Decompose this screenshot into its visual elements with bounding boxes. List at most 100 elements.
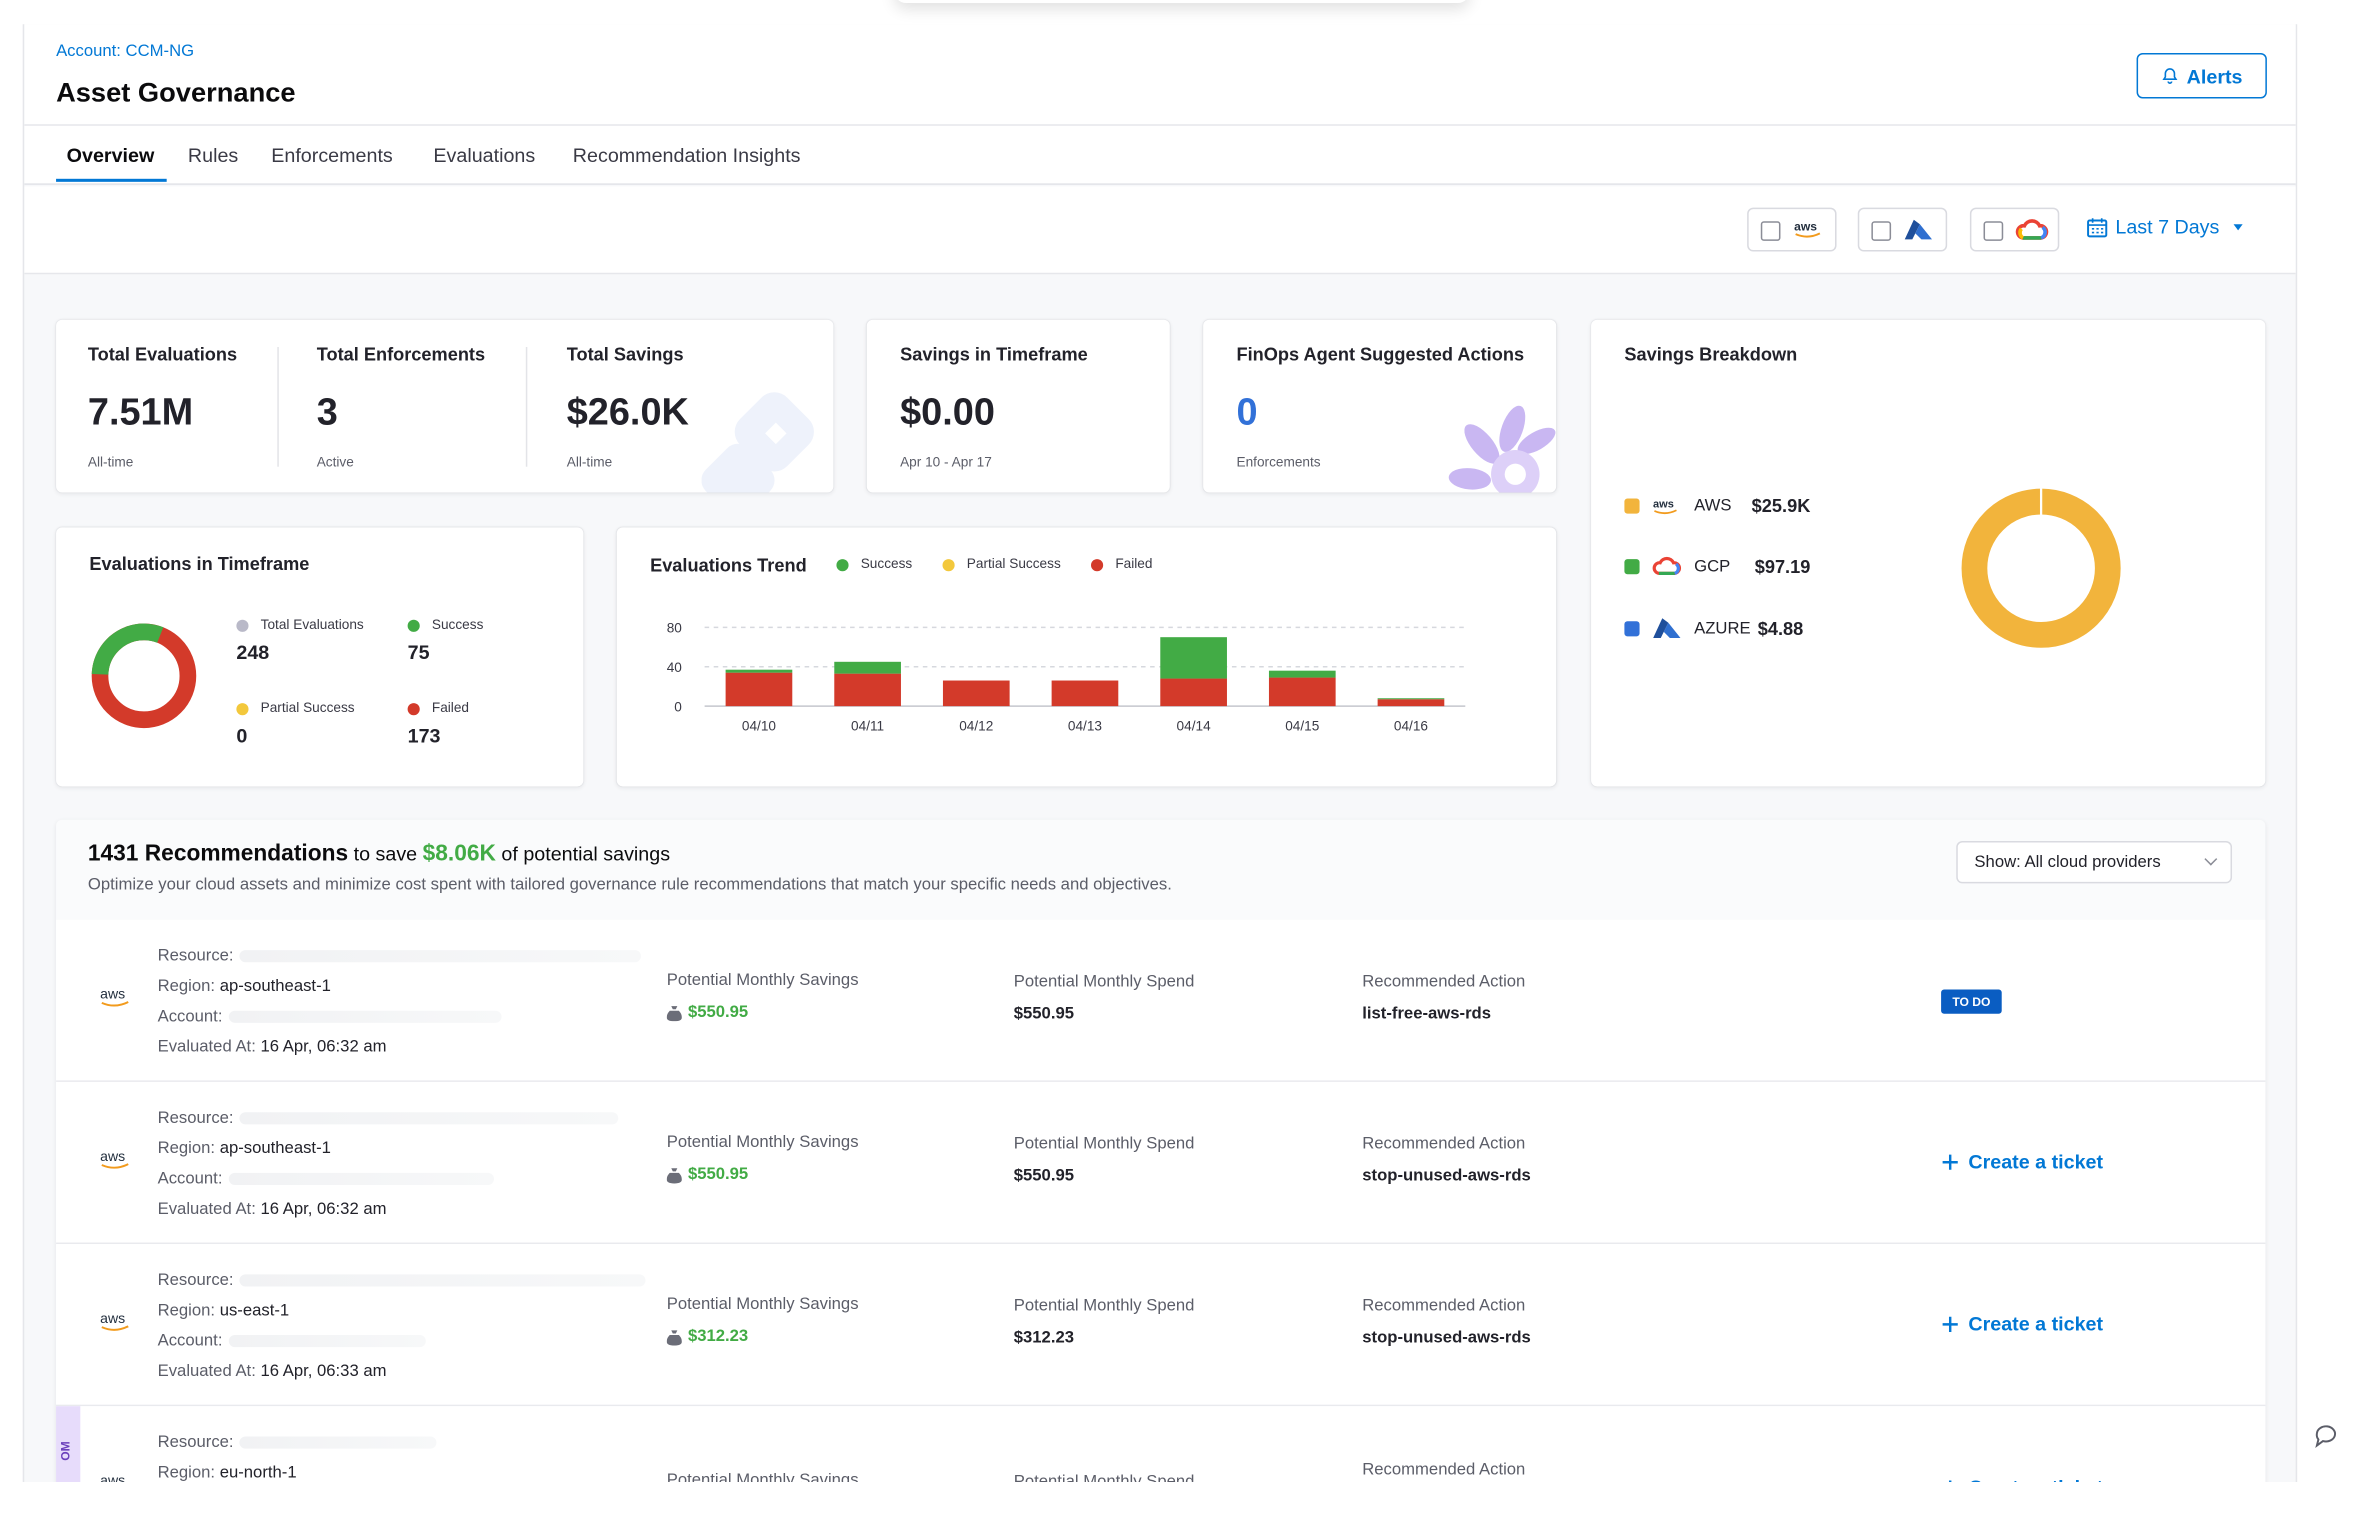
success-dot — [407, 619, 420, 632]
breakdown-item-aws: aws AWS $25.9K — [1624, 496, 1810, 517]
svg-text:aws: aws — [100, 1148, 125, 1164]
redacted-value — [239, 950, 642, 963]
azure-logo-icon — [1904, 219, 1933, 240]
recommendation-row[interactable]: aws Resource: Region: us-east-1 Account: Eva… — [56, 1244, 2266, 1407]
page-header: Account: CCM-NG Asset Governance Alerts … — [24, 24, 2296, 185]
account-breadcrumb[interactable]: Account: CCM-NG — [56, 42, 195, 61]
action-column: Recommended Action — [1362, 1461, 1525, 1479]
bar-failed[interactable] — [834, 673, 901, 707]
bar-failed[interactable] — [1268, 677, 1336, 707]
partial-label: Partial Success — [260, 700, 355, 716]
tab-rules[interactable]: Rules — [187, 143, 239, 167]
gcp-logo-icon — [1652, 556, 1682, 575]
finops-label: FinOps Agent Suggested Actions — [1236, 343, 1525, 366]
watermark-decoration-icon — [701, 392, 814, 493]
totals-card: Total Evaluations 7.51M All-time Total E… — [56, 319, 834, 493]
svg-text:aws: aws — [1794, 219, 1817, 233]
filter-bar: aws Last 7 Days — [24, 186, 2296, 275]
aws-checkbox[interactable] — [1760, 221, 1781, 241]
aws-savings: $25.9K — [1751, 495, 1811, 517]
chevron-down-icon — [2204, 852, 2218, 866]
action-header: Recommended Action — [1362, 972, 1526, 992]
bar-failed[interactable] — [1051, 680, 1119, 707]
resource-line: Resource: — [158, 1265, 646, 1295]
bar-success[interactable] — [1160, 637, 1227, 679]
partial-dot — [236, 702, 249, 715]
aws-logo-icon: aws — [100, 986, 129, 1007]
bar-success[interactable] — [1268, 670, 1336, 678]
failed-value: 173 — [407, 724, 441, 748]
savings-column: Potential Monthly Savings $312.23 — [666, 1296, 859, 1346]
spend-header: Potential Monthly Spend — [1013, 972, 1195, 992]
svg-text:aws: aws — [100, 1310, 125, 1326]
gcp-filter[interactable] — [1969, 207, 2060, 252]
legend-success: Success — [836, 556, 912, 571]
evaluations-timeframe-card: Evaluations in Timeframe Total Evaluatio… — [56, 527, 584, 787]
alerts-button[interactable]: Alerts — [2136, 53, 2267, 99]
recommendation-row[interactable]: aws Resource: Region: ap-southeast-1 Accoun… — [56, 1081, 2266, 1245]
azure-logo-icon — [1653, 618, 1681, 638]
create-ticket-button[interactable]: Create a ticket — [1941, 1150, 2103, 1173]
azure-filter[interactable] — [1857, 207, 1948, 252]
bar-success[interactable] — [834, 661, 901, 674]
aws-filter[interactable]: aws — [1747, 207, 1837, 252]
chat-icon[interactable] — [2311, 1421, 2341, 1451]
spend-column: Potential Monthly Spend $550.95 — [1014, 1135, 1195, 1185]
kpi-divider — [525, 347, 528, 467]
bar-failed[interactable] — [1377, 699, 1445, 707]
stat-failed: Failed 173 — [407, 700, 469, 748]
cloud-provider-select[interactable]: Show: All cloud providers — [1956, 840, 2233, 884]
todo-badge[interactable]: TO DO — [1941, 989, 2002, 1014]
bar-success[interactable] — [725, 669, 793, 673]
action-value: stop-unused-aws-rds — [1362, 1328, 1531, 1348]
x-tick-label: 04/15 — [1285, 718, 1319, 733]
bar-failed[interactable] — [1160, 678, 1227, 707]
redacted-value — [239, 1274, 646, 1287]
resource-details: Resource: Region: us-east-1 Account: Evalua… — [158, 1265, 646, 1386]
side-tag[interactable]: OM — [56, 1406, 81, 1482]
evaluations-trend-chart[interactable]: 0 40 80 04/10 04/11 04/12 04/13 04/14 04/15 04/16 — [617, 527, 1556, 786]
tab-evaluations[interactable]: Evaluations — [433, 143, 536, 167]
side-tag-label: OM — [59, 1441, 73, 1461]
header-divider — [24, 124, 2296, 126]
create-ticket-button[interactable]: Create a ticket — [1941, 1476, 2103, 1482]
evaluated-value: 16 Apr, 06:33 am — [260, 1362, 387, 1381]
region-line: Region: ap-southeast-1 — [157, 977, 331, 996]
total-savings-label: Total Savings — [566, 343, 684, 366]
recommendations-subtitle: Optimize your cloud assets and minimize … — [87, 875, 1172, 895]
azure-savings: $4.88 — [1757, 618, 1804, 640]
bar-failed[interactable] — [942, 680, 1010, 707]
x-tick-label: 04/14 — [1177, 718, 1212, 733]
bar-success[interactable] — [1377, 698, 1445, 700]
date-range-picker[interactable]: Last 7 Days — [2087, 215, 2249, 238]
breakdown-item-azure: AZURE $4.88 — [1624, 617, 1803, 641]
evaluated-line: Evaluated At: 16 Apr, 06:33 am — [157, 1362, 387, 1381]
create-ticket-button[interactable]: Create a ticket — [1941, 1312, 2103, 1335]
trend-title: Evaluations Trend — [650, 554, 807, 576]
evaluated-value: 16 Apr, 06:32 am — [260, 1200, 387, 1219]
tab-enforcements[interactable]: Enforcements — [271, 143, 393, 167]
spend-header: Potential Monthly Spend — [1013, 1297, 1195, 1316]
savings-timeframe-label: Savings in Timeframe — [900, 343, 1088, 366]
evaluations-donut-chart[interactable] — [89, 621, 198, 730]
region-value: eu-north-1 — [219, 1463, 297, 1482]
tab-overview[interactable]: Overview — [66, 143, 155, 167]
total-enforcements-sub: Active — [316, 454, 354, 470]
x-tick-label: 04/16 — [1394, 718, 1428, 733]
partial-value: 0 — [236, 724, 248, 748]
resource-details: Resource: Region: eu-north-1 — [158, 1427, 437, 1482]
savings-donut-chart[interactable] — [1959, 486, 2123, 650]
breakdown-item-gcp: GCP $97.19 — [1624, 556, 1810, 577]
azure-checkbox[interactable] — [1871, 221, 1892, 241]
azure-swatch — [1624, 621, 1640, 637]
recommendation-row[interactable]: aws Resource: Region: ap-southeast-1 Accoun… — [56, 919, 2266, 1082]
total-evaluations-label: Total Evaluations — [87, 343, 238, 366]
recommendation-row[interactable]: aws Resource: Region: eu-north-1 Potential … — [56, 1406, 2266, 1482]
bar-failed[interactable] — [725, 672, 793, 707]
gcp-checkbox[interactable] — [1983, 221, 2004, 241]
finops-value[interactable]: 0 — [1236, 390, 1258, 434]
aws-logo-icon: aws — [100, 1310, 129, 1331]
money-bag-icon — [666, 1329, 682, 1345]
tab-recommendation-insights[interactable]: Recommendation Insights — [572, 143, 801, 167]
